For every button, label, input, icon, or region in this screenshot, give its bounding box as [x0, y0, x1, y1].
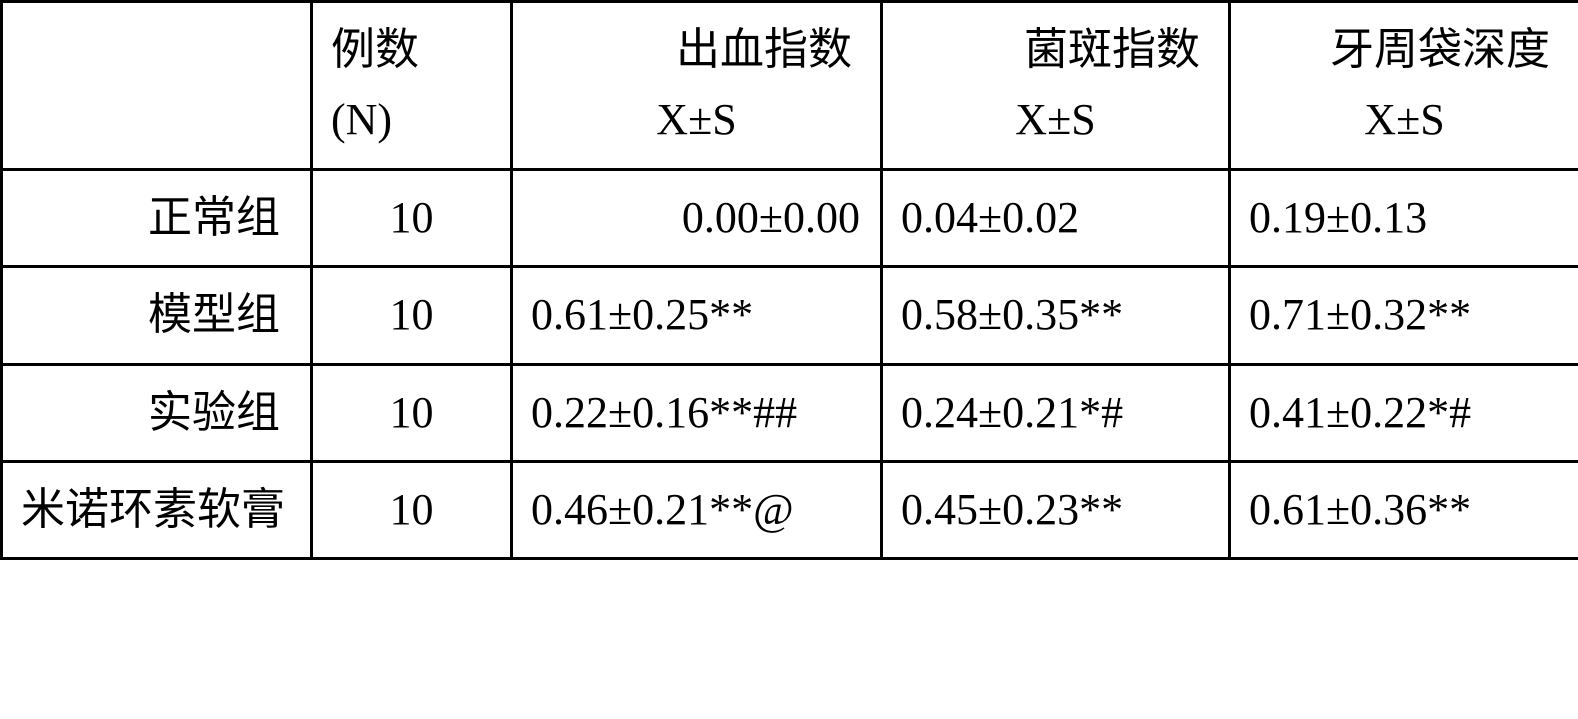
header-plaque-line2: X±S: [901, 85, 1210, 155]
row-label: 模型组: [2, 267, 312, 364]
row-label: 米诺环素软膏: [2, 461, 312, 558]
header-row: 例数 (N) 出血指数 X±S 菌斑指数 X±S 牙周袋深度 X±S: [2, 2, 1578, 170]
row-bleeding: 0.22±0.16**##: [512, 364, 882, 461]
row-pocket: 0.61±0.36**: [1230, 461, 1578, 558]
row-bleeding: 0.46±0.21**@: [512, 461, 882, 558]
row-n: 10: [312, 364, 512, 461]
header-pocket: 牙周袋深度 X±S: [1230, 2, 1578, 170]
header-plaque-line1: 菌斑指数: [901, 15, 1210, 85]
row-plaque: 0.24±0.21*#: [882, 364, 1230, 461]
header-plaque: 菌斑指数 X±S: [882, 2, 1230, 170]
row-pocket: 0.19±0.13: [1230, 169, 1578, 266]
table-row: 米诺环素软膏 10 0.46±0.21**@ 0.45±0.23** 0.61±…: [2, 461, 1578, 558]
header-group: [2, 2, 312, 170]
header-n-line1: 例数: [331, 25, 419, 74]
row-plaque: 0.04±0.02: [882, 169, 1230, 266]
header-n-line2: (N): [331, 95, 392, 144]
data-table: 例数 (N) 出血指数 X±S 菌斑指数 X±S 牙周袋深度 X±S 正常组 1…: [0, 0, 1578, 560]
row-label: 正常组: [2, 169, 312, 266]
row-n: 10: [312, 267, 512, 364]
header-bleeding-line2: X±S: [531, 85, 862, 155]
header-n: 例数 (N): [312, 2, 512, 170]
row-pocket: 0.71±0.32**: [1230, 267, 1578, 364]
header-pocket-line1: 牙周袋深度: [1249, 15, 1560, 85]
header-bleeding: 出血指数 X±S: [512, 2, 882, 170]
table-row: 模型组 10 0.61±0.25** 0.58±0.35** 0.71±0.32…: [2, 267, 1578, 364]
row-bleeding: 0.00±0.00: [512, 169, 882, 266]
header-pocket-line2: X±S: [1249, 85, 1560, 155]
row-pocket: 0.41±0.22*#: [1230, 364, 1578, 461]
row-n: 10: [312, 169, 512, 266]
row-bleeding: 0.61±0.25**: [512, 267, 882, 364]
table-row: 实验组 10 0.22±0.16**## 0.24±0.21*# 0.41±0.…: [2, 364, 1578, 461]
row-label: 实验组: [2, 364, 312, 461]
header-bleeding-line1: 出血指数: [531, 15, 862, 85]
row-n: 10: [312, 461, 512, 558]
row-plaque: 0.45±0.23**: [882, 461, 1230, 558]
row-plaque: 0.58±0.35**: [882, 267, 1230, 364]
table-row: 正常组 10 0.00±0.00 0.04±0.02 0.19±0.13: [2, 169, 1578, 266]
